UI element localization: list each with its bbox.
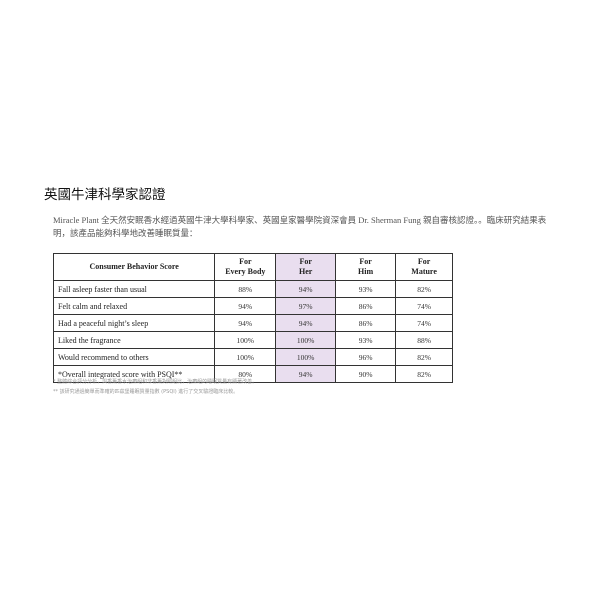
column-header: For Him <box>335 253 397 281</box>
row-label: Had a peaceful night’s sleep <box>52 314 216 332</box>
score-cell: 100% <box>275 331 337 349</box>
column-header: For Her <box>275 253 337 281</box>
score-cell: 90% <box>335 365 397 383</box>
score-cell: 74% <box>395 297 453 315</box>
row-label: Would recommend to others <box>52 348 216 366</box>
score-cell: 80% <box>214 365 277 383</box>
footnote: ** 該研究通過簡單而準確的匹茲堡睡眠質量指數 (PSQI) 進行了交叉驗證臨床… <box>53 389 239 395</box>
table-row: *Overall integrated score with PSQI** 80%… <box>52 365 453 383</box>
score-cell: 100% <box>275 348 337 366</box>
score-cell: 88% <box>214 280 277 298</box>
score-cell: 94% <box>275 314 337 332</box>
score-cell: 86% <box>335 314 397 332</box>
score-table: Consumer Behavior Score For Every Body For… <box>52 253 453 383</box>
row-label: Fall asleep faster than usual <box>52 280 216 298</box>
row-label: *Overall integrated score with PSQI** <box>52 365 216 383</box>
score-cell: 88% <box>395 331 453 349</box>
score-cell: 94% <box>275 280 337 298</box>
column-header: For Every Body <box>214 253 277 281</box>
table-row: Felt calm and relaxed 94% 97% 86% 74% <box>52 297 453 315</box>
table-row: Liked the fragrance 100% 100% 93% 88% <box>52 331 453 349</box>
score-cell: 86% <box>335 297 397 315</box>
score-cell: 93% <box>335 331 397 349</box>
score-cell: 100% <box>214 331 277 349</box>
score-cell: 94% <box>214 314 277 332</box>
score-cell: 97% <box>275 297 337 315</box>
score-cell: 94% <box>214 297 277 315</box>
score-cell: 82% <box>395 280 453 298</box>
table-row: Fall asleep faster than usual 88% 94% 93% 82… <box>52 280 453 298</box>
row-label: Liked the fragrance <box>52 331 216 349</box>
page-title: 英國牛津科學家認證 <box>44 187 166 203</box>
score-cell: 74% <box>395 314 453 332</box>
column-header: For Mature <box>395 253 453 281</box>
table-header-row: Consumer Behavior Score For Every Body For… <box>52 253 453 281</box>
score-cell: 82% <box>395 365 453 383</box>
score-cell: 93% <box>335 280 397 298</box>
column-header: Consumer Behavior Score <box>52 253 216 281</box>
table-row: Would recommend to others 100% 100% 96% 82% <box>52 348 453 366</box>
score-cell: 94% <box>275 365 337 383</box>
score-cell: 82% <box>395 348 453 366</box>
row-label: Felt calm and relaxed <box>52 297 216 315</box>
table-row: Had a peaceful night’s sleep 94% 94% 86% 74% <box>52 314 453 332</box>
footnote: * 整體綜合評分分析，與香薰香水治療組和非香薰對照組比，治療組的睡眠質量有顯著改… <box>53 379 258 385</box>
score-cell: 100% <box>214 348 277 366</box>
footnotes: * 整體綜合評分分析，與香薰香水治療組和非香薰對照組比，治療組的睡眠質量有顯著改… <box>53 377 257 397</box>
score-cell: 96% <box>335 348 397 366</box>
intro-text: Miracle Plant 全天然安眠香水經過英國牛津大學科學家、英國皇家醫學院… <box>53 215 547 238</box>
